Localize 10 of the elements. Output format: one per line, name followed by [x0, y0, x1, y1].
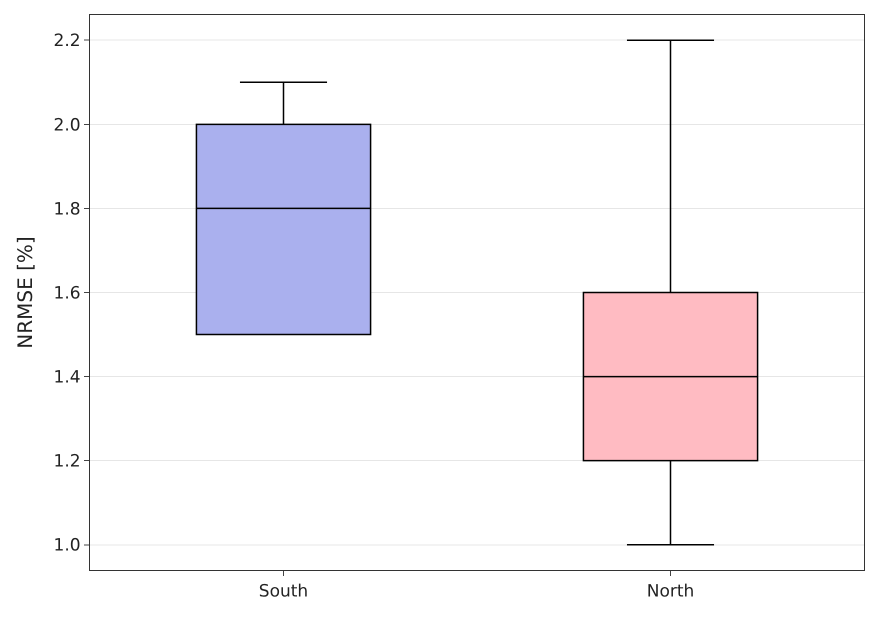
y-tick-label: 2.0 — [54, 115, 81, 136]
y-axis-title: NRMSE [%] — [13, 236, 38, 349]
y-tick-label: 1.0 — [54, 536, 81, 556]
x-tick-label: South — [258, 581, 308, 602]
y-tick-label: 1.6 — [54, 283, 81, 304]
x-tick-label: North — [646, 581, 694, 602]
y-tick-label: 1.2 — [54, 452, 81, 472]
y-tick-label: 1.4 — [54, 368, 81, 388]
y-tick-label: 2.2 — [54, 31, 81, 52]
y-tick-label: 1.8 — [54, 199, 81, 220]
